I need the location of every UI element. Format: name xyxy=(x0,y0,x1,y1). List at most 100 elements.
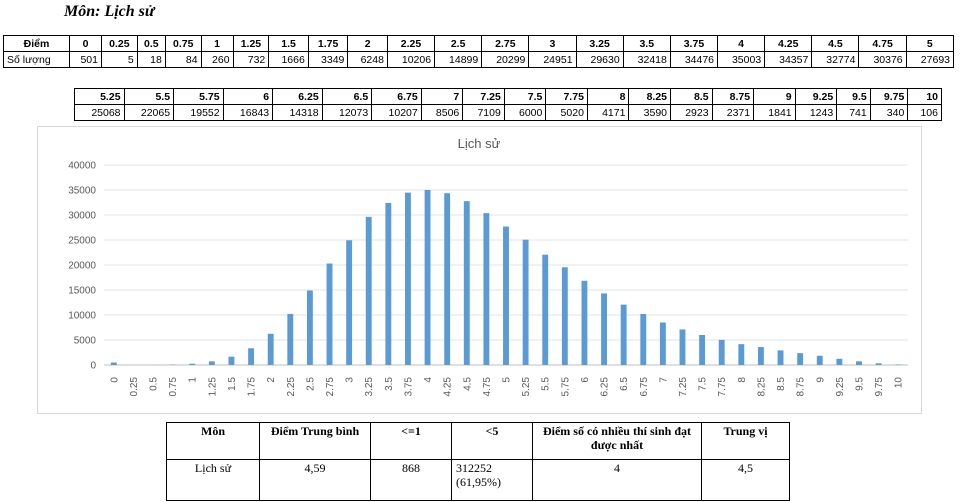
x-tick-label: 8.5 xyxy=(776,377,787,391)
score-cell: 3.25 xyxy=(575,35,624,52)
score-cell: 3.75 xyxy=(669,35,719,52)
count-cell: 27693 xyxy=(905,51,955,68)
y-axis-ticks: 0 5000 10000 15000 20000 25000 30000 35000 40000 xyxy=(68,161,96,372)
bar-1 xyxy=(189,363,196,365)
x-tick-label: 1.5 xyxy=(227,377,238,391)
x-tick-label: 7.75 xyxy=(717,377,728,397)
summary-value-mode: 4 xyxy=(532,459,702,501)
bar-4.5 xyxy=(463,201,470,365)
bar-1.5 xyxy=(228,356,235,365)
x-tick-label: 2.5 xyxy=(305,377,316,391)
bar-6.5 xyxy=(620,304,627,365)
score-cell: 5.75 xyxy=(173,88,224,105)
score-cell: 3.5 xyxy=(622,35,671,52)
score-cell: 9.75 xyxy=(869,88,909,105)
count-cell: 84 xyxy=(164,51,202,68)
bar-6.75 xyxy=(640,313,647,365)
score-cell: 7.5 xyxy=(503,88,547,105)
count-cell: 6000 xyxy=(503,104,547,121)
x-tick-label: 2.25 xyxy=(286,377,297,397)
summary-value-lt5: 312252 (61,95%) xyxy=(451,459,533,501)
x-tick-label: 8.25 xyxy=(756,377,767,397)
summary-table: Môn Điểm Trung bình <=1 <5 Điểm số có nh… xyxy=(166,422,790,501)
score-cell: 8.25 xyxy=(628,88,671,105)
summary-header-lt5: <5 xyxy=(451,422,533,460)
y-tick-label: 35000 xyxy=(68,186,96,197)
count-cell: 16843 xyxy=(222,104,274,121)
x-tick-label: 9 xyxy=(815,377,826,383)
score-cell: 4.75 xyxy=(858,35,907,52)
score-cell: 6.5 xyxy=(321,88,373,105)
score-cell: 7.25 xyxy=(462,88,505,105)
histogram-chart: Lịch sử 05000100001500020000250003000035… xyxy=(68,136,908,397)
count-cell: 1666 xyxy=(268,51,309,68)
bar-8.25 xyxy=(757,347,764,365)
score-cell: 1.25 xyxy=(232,35,270,52)
count-cell: 5020 xyxy=(545,104,588,121)
bar-2.75 xyxy=(326,263,333,365)
score-cell: 9 xyxy=(753,88,796,105)
x-tick-label: 8 xyxy=(737,377,748,383)
x-tick-label: 7.5 xyxy=(698,377,709,391)
score-cell: 1.5 xyxy=(268,35,309,52)
score-cell: 9.25 xyxy=(794,88,838,105)
score-cell: 6.75 xyxy=(371,88,422,105)
bar-9.25 xyxy=(836,358,843,365)
x-tick-label: 0.5 xyxy=(149,377,160,391)
y-tick-label: 10000 xyxy=(68,311,96,322)
score-cell: 1.75 xyxy=(307,35,349,52)
bar-6 xyxy=(581,280,588,365)
score-cell: 4.25 xyxy=(764,35,813,52)
count-cell: 29630 xyxy=(575,51,624,68)
x-tick-label: 3.5 xyxy=(384,377,395,391)
bar-5.5 xyxy=(542,254,549,365)
x-tick-label: 6.75 xyxy=(639,377,650,397)
x-tick-label: 4.75 xyxy=(482,377,493,397)
count-cell: 732 xyxy=(232,51,270,68)
count-cell: 10207 xyxy=(371,104,422,121)
x-tick-label: 4.25 xyxy=(443,377,454,397)
summary-header-mode: Điểm số có nhiều thí sinh đạt được nhất xyxy=(532,422,702,460)
count-cell: 7109 xyxy=(462,104,505,121)
bar-5 xyxy=(503,226,509,365)
score-cell: 8.75 xyxy=(711,88,755,105)
score-cell: 10 xyxy=(907,88,942,105)
count-cell: 30376 xyxy=(858,51,907,68)
x-tick-label: 5.5 xyxy=(541,377,552,391)
table1-score-label: Điểm xyxy=(2,35,71,52)
chart-title: Lịch sử xyxy=(458,136,501,151)
y-tick-label: 5000 xyxy=(74,336,97,347)
bar-7 xyxy=(659,322,666,365)
score-distribution-table-1: Điểm 0 0.25 0.5 0.75 1 1.25 1.5 1.75 2 2.25 2.5 2.7… xyxy=(2,35,955,68)
count-cell: 35003 xyxy=(717,51,766,68)
count-cell: 1841 xyxy=(753,104,796,121)
bar-2.25 xyxy=(287,313,294,365)
x-tick-label: 10 xyxy=(894,377,905,389)
summary-header-row: Môn Điểm Trung bình <=1 <5 Điểm số có nh… xyxy=(166,422,790,460)
table2-score-row: 5.25 5.5 5.75 6 6.25 6.5 6.75 7 7.25 7.5 7.75 8 8.25… xyxy=(74,88,942,105)
count-cell: 2923 xyxy=(670,104,713,121)
count-cell: 10206 xyxy=(386,51,436,68)
x-tick-label: 6.5 xyxy=(619,377,630,391)
count-cell: 20299 xyxy=(481,51,530,68)
count-cell: 25068 xyxy=(74,104,125,121)
bar-10 xyxy=(895,364,902,365)
score-distribution-table-2: 5.25 5.5 5.75 6 6.25 6.5 6.75 7 7.25 7.5 7.75 8 8.25… xyxy=(74,88,942,121)
count-cell: 8506 xyxy=(420,104,464,121)
score-cell: 4 xyxy=(717,35,766,52)
x-tick-label: 1.75 xyxy=(247,377,258,397)
score-cell: 3 xyxy=(528,35,577,52)
bar-5.25 xyxy=(522,239,529,365)
count-cell: 1243 xyxy=(794,104,838,121)
bar-0 xyxy=(110,362,117,365)
x-tick-label: 9.25 xyxy=(835,377,846,397)
x-tick-label: 3.75 xyxy=(403,377,414,397)
score-cell: 5.5 xyxy=(123,88,175,105)
count-cell: 106 xyxy=(907,104,942,121)
count-cell: 34476 xyxy=(669,51,719,68)
bar-2 xyxy=(267,333,274,365)
x-tick-label: 5.25 xyxy=(521,377,532,397)
y-tick-label: 0 xyxy=(90,361,96,372)
count-cell: 6248 xyxy=(347,51,388,68)
y-tick-label: 20000 xyxy=(68,261,96,272)
